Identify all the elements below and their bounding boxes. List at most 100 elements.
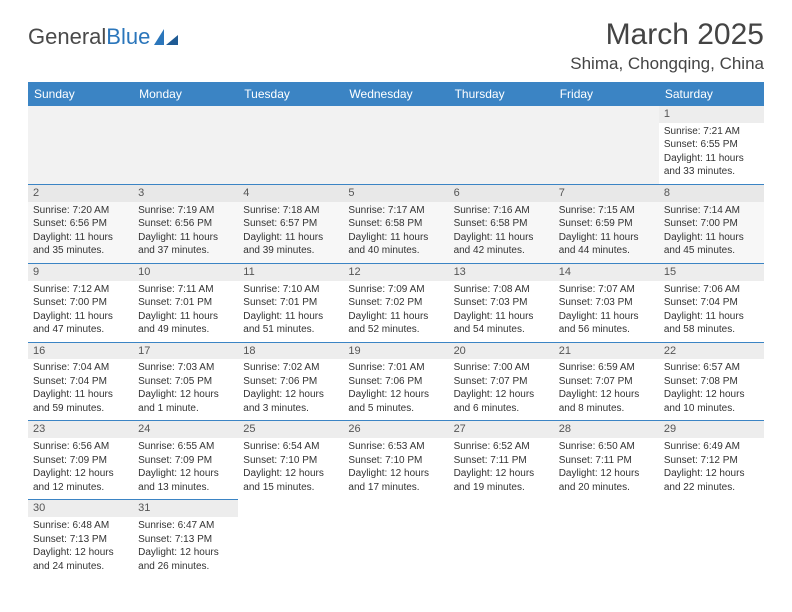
calendar-cell: 31Sunrise: 6:47 AMSunset: 7:13 PMDayligh… xyxy=(133,500,238,578)
sunset-text: Sunset: 7:03 PM xyxy=(454,296,549,310)
sunrise-text: Sunrise: 6:54 AM xyxy=(243,440,338,454)
sunrise-text: Sunrise: 6:50 AM xyxy=(559,440,654,454)
daylight-text: Daylight: 11 hours and 35 minutes. xyxy=(33,231,128,258)
header: GeneralBlue March 2025 Shima, Chongqing,… xyxy=(28,18,764,74)
calendar-cell: 19Sunrise: 7:01 AMSunset: 7:06 PMDayligh… xyxy=(343,342,448,421)
daylight-text: Daylight: 11 hours and 40 minutes. xyxy=(348,231,443,258)
month-title: March 2025 xyxy=(570,18,764,52)
sunset-text: Sunset: 7:07 PM xyxy=(454,375,549,389)
daylight-text: Daylight: 11 hours and 33 minutes. xyxy=(664,152,759,179)
day-number: 10 xyxy=(133,264,238,281)
sunrise-text: Sunrise: 7:12 AM xyxy=(33,283,128,297)
logo-text-1: General xyxy=(28,24,106,50)
sunset-text: Sunset: 6:58 PM xyxy=(454,217,549,231)
calendar-week-row: 1Sunrise: 7:21 AMSunset: 6:55 PMDaylight… xyxy=(28,106,764,184)
day-number: 2 xyxy=(28,185,133,202)
calendar-week-row: 9 Sunrise: 7:12 AMSunset: 7:00 PM Daylight… xyxy=(28,263,764,342)
day-number: 20 xyxy=(449,343,554,360)
sunrise-text: Sunrise: 6:53 AM xyxy=(348,440,443,454)
sunset-text: Sunset: 7:01 PM xyxy=(243,296,338,310)
sunrise-text: Sunrise: 6:59 AM xyxy=(559,361,654,375)
calendar-cell: 12Sunrise: 7:09 AMSunset: 7:02 PMDayligh… xyxy=(343,263,448,342)
sunset-text: Sunset: 7:10 PM xyxy=(348,454,443,468)
calendar-cell: 25Sunrise: 6:54 AMSunset: 7:10 PMDayligh… xyxy=(238,421,343,500)
calendar-cell: 9Sunrise: 7:12 AMSunset: 7:00 PMDaylight… xyxy=(28,263,133,342)
sunrise-text: Sunrise: 6:55 AM xyxy=(138,440,233,454)
calendar-cell xyxy=(449,106,554,184)
sunset-text: Sunset: 7:11 PM xyxy=(454,454,549,468)
sunset-text: Sunset: 7:07 PM xyxy=(559,375,654,389)
calendar-cell: 7Sunrise: 7:15 AMSunset: 6:59 PMDaylight… xyxy=(554,184,659,263)
sunrise-text: Sunrise: 7:14 AM xyxy=(664,204,759,218)
day-number: 29 xyxy=(659,421,764,438)
day-number: 14 xyxy=(554,264,659,281)
sunset-text: Sunset: 7:09 PM xyxy=(138,454,233,468)
daylight-text: Daylight: 12 hours and 24 minutes. xyxy=(33,546,128,573)
sunrise-text: Sunrise: 7:08 AM xyxy=(454,283,549,297)
sunset-text: Sunset: 6:56 PM xyxy=(138,217,233,231)
sunset-text: Sunset: 7:06 PM xyxy=(243,375,338,389)
day-number: 19 xyxy=(343,343,448,360)
day-number: 11 xyxy=(238,264,343,281)
calendar-cell: 1Sunrise: 7:21 AMSunset: 6:55 PMDaylight… xyxy=(659,106,764,184)
daylight-text: Daylight: 11 hours and 51 minutes. xyxy=(243,310,338,337)
daylight-text: Daylight: 12 hours and 19 minutes. xyxy=(454,467,549,494)
sunrise-text: Sunrise: 7:02 AM xyxy=(243,361,338,375)
day-number: 15 xyxy=(659,264,764,281)
sunset-text: Sunset: 6:58 PM xyxy=(348,217,443,231)
sunset-text: Sunset: 7:02 PM xyxy=(348,296,443,310)
daylight-text: Daylight: 11 hours and 49 minutes. xyxy=(138,310,233,337)
sunset-text: Sunset: 7:09 PM xyxy=(33,454,128,468)
sunset-text: Sunset: 7:04 PM xyxy=(664,296,759,310)
daylight-text: Daylight: 12 hours and 5 minutes. xyxy=(348,388,443,415)
weekday-header: Thursday xyxy=(449,82,554,106)
sunset-text: Sunset: 7:12 PM xyxy=(664,454,759,468)
calendar-week-row: 2Sunrise: 7:20 AMSunset: 6:56 PMDaylight… xyxy=(28,184,764,263)
sunrise-text: Sunrise: 7:21 AM xyxy=(664,125,759,139)
sunrise-text: Sunrise: 6:48 AM xyxy=(33,519,128,533)
calendar-cell: 15Sunrise: 7:06 AMSunset: 7:04 PMDayligh… xyxy=(659,263,764,342)
daylight-text: Daylight: 11 hours and 52 minutes. xyxy=(348,310,443,337)
sunrise-text: Sunrise: 7:03 AM xyxy=(138,361,233,375)
location: Shima, Chongqing, China xyxy=(570,54,764,74)
calendar-head: SundayMondayTuesdayWednesdayThursdayFrid… xyxy=(28,82,764,106)
calendar-cell: 24Sunrise: 6:55 AMSunset: 7:09 PMDayligh… xyxy=(133,421,238,500)
day-number: 4 xyxy=(238,185,343,202)
calendar-cell xyxy=(449,500,554,578)
calendar-week-row: 30 Sunrise: 6:48 AMSunset: 7:13 PMDayligh… xyxy=(28,500,764,578)
day-number: 9 xyxy=(28,264,133,281)
daylight-text: Daylight: 11 hours and 42 minutes. xyxy=(454,231,549,258)
calendar-body: 1Sunrise: 7:21 AMSunset: 6:55 PMDaylight… xyxy=(28,106,764,578)
daylight-text: Daylight: 11 hours and 44 minutes. xyxy=(559,231,654,258)
calendar-week-row: 16Sunrise: 7:04 AMSunset: 7:04 PMDayligh… xyxy=(28,342,764,421)
sunset-text: Sunset: 7:05 PM xyxy=(138,375,233,389)
sunset-text: Sunset: 7:13 PM xyxy=(33,533,128,547)
sunrise-text: Sunrise: 7:15 AM xyxy=(559,204,654,218)
sunset-text: Sunset: 6:56 PM xyxy=(33,217,128,231)
day-number: 23 xyxy=(28,421,133,438)
calendar-cell: 27Sunrise: 6:52 AMSunset: 7:11 PMDayligh… xyxy=(449,421,554,500)
calendar-cell: 26Sunrise: 6:53 AMSunset: 7:10 PMDayligh… xyxy=(343,421,448,500)
day-number: 28 xyxy=(554,421,659,438)
day-number: 6 xyxy=(449,185,554,202)
calendar-cell xyxy=(343,500,448,578)
sunset-text: Sunset: 7:00 PM xyxy=(33,296,128,310)
calendar-cell: 18Sunrise: 7:02 AMSunset: 7:06 PMDayligh… xyxy=(238,342,343,421)
sunrise-text: Sunrise: 6:49 AM xyxy=(664,440,759,454)
day-number: 30 xyxy=(28,500,133,517)
daylight-text: Daylight: 12 hours and 10 minutes. xyxy=(664,388,759,415)
day-number: 24 xyxy=(133,421,238,438)
daylight-text: Daylight: 12 hours and 8 minutes. xyxy=(559,388,654,415)
calendar-cell: 22Sunrise: 6:57 AMSunset: 7:08 PMDayligh… xyxy=(659,342,764,421)
daylight-text: Daylight: 11 hours and 45 minutes. xyxy=(664,231,759,258)
sunrise-text: Sunrise: 7:01 AM xyxy=(348,361,443,375)
sunrise-text: Sunrise: 7:07 AM xyxy=(559,283,654,297)
calendar-cell: 6Sunrise: 7:16 AMSunset: 6:58 PMDaylight… xyxy=(449,184,554,263)
sunset-text: Sunset: 6:55 PM xyxy=(664,138,759,152)
calendar-cell: 20Sunrise: 7:00 AMSunset: 7:07 PMDayligh… xyxy=(449,342,554,421)
sunset-text: Sunset: 6:57 PM xyxy=(243,217,338,231)
calendar-cell: 5Sunrise: 7:17 AMSunset: 6:58 PMDaylight… xyxy=(343,184,448,263)
day-number: 26 xyxy=(343,421,448,438)
day-number: 27 xyxy=(449,421,554,438)
calendar-cell: 2Sunrise: 7:20 AMSunset: 6:56 PMDaylight… xyxy=(28,184,133,263)
